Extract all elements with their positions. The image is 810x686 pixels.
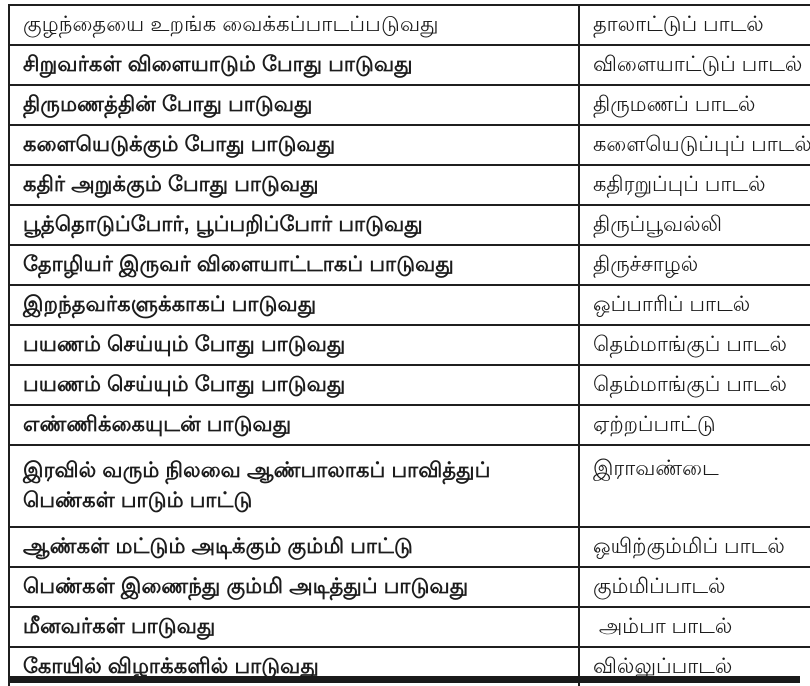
table-row: இரவில் வரும் நிலவை ஆண்பாலாகப் பாவித்துப்… [8,444,810,528]
song-type-cell: திருமணப் பாடல் [578,84,810,126]
song-type-cell: திருச்சாழல் [578,244,810,286]
song-type-cell: ஒப்பாரிப் பாடல் [578,284,810,326]
table-row: தோழியர் இருவர் விளையாட்டாகப் பாடுவது திர… [8,244,810,286]
song-context-cell: தோழியர் இருவர் விளையாட்டாகப் பாடுவது [8,244,580,286]
table-row: பூத்தொடுப்போர், பூப்பறிப்போர் பாடுவது தி… [8,204,810,246]
table-row: பயணம் செய்யும் போது பாடுவது தெம்மாங்குப்… [8,324,810,366]
song-type-cell: இராவண்டை [578,444,810,528]
table-row: எண்ணிக்கையுடன் பாடுவது ஏற்றப்பாட்டு [8,404,810,446]
song-context-cell: திருமணத்தின் போது பாடுவது [8,84,580,126]
song-type-cell: கதிரறுப்புப் பாடல் [578,164,810,206]
song-context-cell: இறந்தவர்களுக்காகப் பாடுவது [8,284,580,326]
song-context-cell: பெண்கள் இணைந்து கும்மி அடித்துப் பாடுவது [8,566,580,608]
table-row: பயணம் செய்யும் போது பாடுவது தெம்மாங்குப்… [8,364,810,406]
song-context-cell: மீனவர்கள் பாடுவது [8,606,580,648]
table-row: திருமணத்தின் போது பாடுவது திருமணப் பாடல் [8,84,810,126]
song-type-cell: களையெடுப்புப் பாடல் [578,124,810,166]
table-row: களையெடுக்கும் போது பாடுவது களையெடுப்புப்… [8,124,810,166]
song-type-cell: திருப்பூவல்லி [578,204,810,246]
table-row: இறந்தவர்களுக்காகப் பாடுவது ஒப்பாரிப் பாட… [8,284,810,326]
song-context-cell: இரவில் வரும் நிலவை ஆண்பாலாகப் பாவித்துப்… [8,444,580,528]
song-context-cell: பயணம் செய்யும் போது பாடுவது [8,324,580,366]
song-context-cell: எண்ணிக்கையுடன் பாடுவது [8,404,580,446]
song-type-cell: ஒயிற்கும்மிப் பாடல் [578,526,810,568]
song-context-cell: களையெடுக்கும் போது பாடுவது [8,124,580,166]
song-type-cell: ஏற்றப்பாட்டு [578,404,810,446]
table-row: சிறுவர்கள் விளையாடும் போது பாடுவது விளைய… [8,44,810,86]
table-row: கதிர் அறுக்கும் போது பாடுவது கதிரறுப்புப… [8,164,810,206]
table-row: குழந்தையை உறங்க வைக்கப்பாடப்படுவது தாலாட… [8,4,810,46]
song-context-cell: பயணம் செய்யும் போது பாடுவது [8,364,580,406]
song-context-cell: சிறுவர்கள் விளையாடும் போது பாடுவது [8,44,580,86]
table-row: பெண்கள் இணைந்து கும்மி அடித்துப் பாடுவது… [8,566,810,608]
song-context-cell: கதிர் அறுக்கும் போது பாடுவது [8,164,580,206]
song-context-cell: பூத்தொடுப்போர், பூப்பறிப்போர் பாடுவது [8,204,580,246]
song-type-cell: விளையாட்டுப் பாடல் [578,44,810,86]
song-type-cell: அம்பா பாடல் [578,606,810,648]
song-type-cell: கும்மிப்பாடல் [578,566,810,608]
table-row: ஆண்கள் மட்டும் அடிக்கும் கும்மி பாட்டு ஒ… [8,526,810,568]
song-type-cell: தெம்மாங்குப் பாடல் [578,364,810,406]
song-type-cell: தெம்மாங்குப் பாடல் [578,324,810,366]
bottom-thick-rule [10,676,800,683]
song-type-cell: தாலாட்டுப் பாடல் [578,4,810,46]
folk-songs-table: குழந்தையை உறங்க வைக்கப்பாடப்படுவது தாலாட… [8,4,810,686]
song-context-cell: குழந்தையை உறங்க வைக்கப்பாடப்படுவது [8,4,580,46]
table-row: மீனவர்கள் பாடுவது அம்பா பாடல் [8,606,810,648]
song-context-cell: ஆண்கள் மட்டும் அடிக்கும் கும்மி பாட்டு [8,526,580,568]
